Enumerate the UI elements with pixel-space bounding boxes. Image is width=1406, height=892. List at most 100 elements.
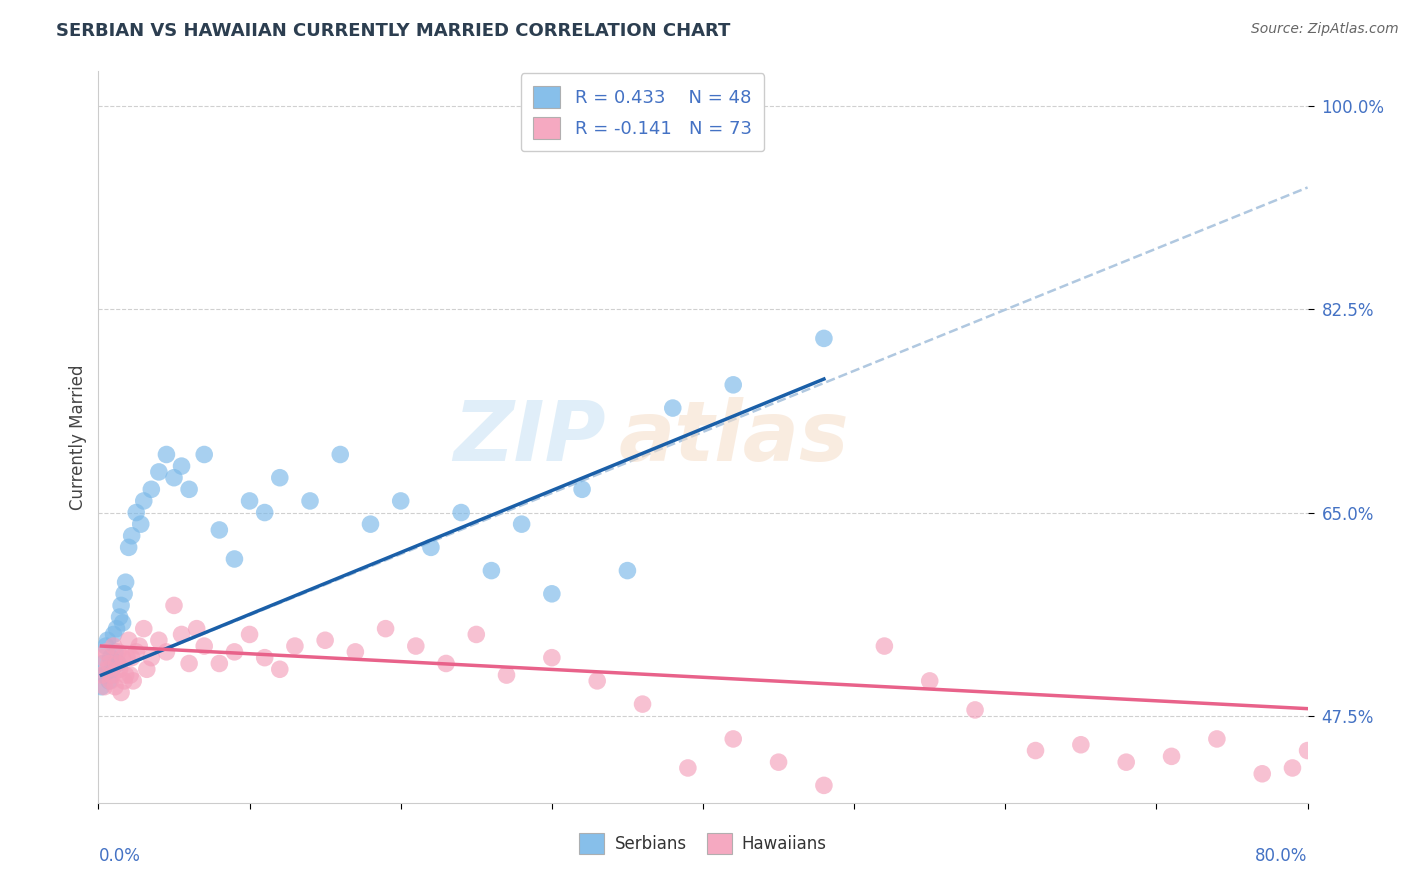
Point — [374, 622, 396, 636]
Point — [208, 657, 231, 671]
Point — [107, 657, 129, 671]
Point — [148, 633, 170, 648]
Point — [269, 662, 291, 676]
Point — [269, 471, 291, 485]
Point — [314, 633, 336, 648]
Point — [1251, 766, 1274, 780]
Point — [510, 517, 533, 532]
Point — [965, 703, 987, 717]
Text: atlas: atlas — [619, 397, 849, 477]
Point — [93, 680, 115, 694]
Point — [239, 494, 262, 508]
Point — [129, 517, 152, 532]
Point — [1206, 731, 1229, 746]
Point — [91, 650, 114, 665]
Point — [122, 673, 145, 688]
Point — [112, 673, 135, 688]
Point — [193, 639, 215, 653]
Point — [224, 552, 246, 566]
Point — [141, 483, 163, 497]
Point — [360, 517, 382, 532]
Point — [163, 599, 186, 613]
Point — [1296, 743, 1319, 757]
Point — [170, 627, 193, 641]
Point — [1115, 755, 1137, 769]
Point — [121, 529, 143, 543]
Point — [1341, 749, 1364, 764]
Point — [208, 523, 231, 537]
Point — [434, 657, 457, 671]
Point — [616, 564, 638, 578]
Point — [1327, 766, 1350, 780]
Point — [101, 668, 124, 682]
Point — [111, 650, 134, 665]
Point — [108, 662, 131, 676]
Point — [1388, 738, 1406, 752]
Point — [918, 673, 941, 688]
Point — [768, 755, 790, 769]
Text: Source: ZipAtlas.com: Source: ZipAtlas.com — [1251, 22, 1399, 37]
Point — [120, 668, 142, 682]
Point — [155, 645, 177, 659]
Point — [98, 673, 121, 688]
Point — [813, 331, 835, 345]
Point — [91, 657, 114, 671]
Point — [1024, 743, 1046, 757]
Point — [125, 506, 148, 520]
Point — [100, 650, 122, 665]
Point — [571, 483, 593, 497]
Point — [135, 662, 157, 676]
Point — [465, 627, 488, 641]
Point — [299, 494, 322, 508]
Point — [93, 668, 115, 682]
Point — [1070, 738, 1092, 752]
Point — [179, 483, 201, 497]
Point — [101, 662, 124, 676]
Point — [104, 680, 127, 694]
Point — [405, 639, 427, 653]
Point — [111, 615, 134, 630]
Text: SERBIAN VS HAWAIIAN CURRENTLY MARRIED CORRELATION CHART: SERBIAN VS HAWAIIAN CURRENTLY MARRIED CO… — [56, 22, 731, 40]
Point — [179, 657, 201, 671]
Point — [1312, 738, 1334, 752]
Point — [1160, 749, 1182, 764]
Point — [128, 639, 150, 653]
Point — [148, 465, 170, 479]
Point — [253, 650, 276, 665]
Point — [110, 599, 132, 613]
Point — [94, 639, 117, 653]
Point — [94, 645, 117, 659]
Point — [813, 778, 835, 792]
Legend: Serbians, Hawaiians: Serbians, Hawaiians — [572, 827, 834, 860]
Point — [141, 650, 163, 665]
Point — [107, 645, 129, 659]
Point — [125, 645, 148, 659]
Point — [224, 645, 246, 659]
Point — [193, 448, 215, 462]
Point — [1402, 761, 1406, 775]
Text: ZIP: ZIP — [454, 397, 606, 477]
Point — [118, 541, 141, 555]
Point — [90, 680, 112, 694]
Point — [723, 731, 745, 746]
Point — [100, 673, 122, 688]
Point — [873, 639, 896, 653]
Point — [186, 622, 208, 636]
Point — [96, 662, 118, 676]
Point — [118, 633, 141, 648]
Point — [389, 494, 412, 508]
Point — [155, 448, 177, 462]
Point — [132, 494, 155, 508]
Point — [105, 622, 128, 636]
Point — [105, 657, 128, 671]
Point — [1372, 755, 1395, 769]
Point — [90, 668, 112, 682]
Point — [163, 471, 186, 485]
Point — [239, 627, 262, 641]
Point — [481, 564, 503, 578]
Point — [103, 639, 125, 653]
Point — [420, 541, 443, 555]
Point — [253, 506, 276, 520]
Point — [115, 650, 138, 665]
Point — [540, 650, 562, 665]
